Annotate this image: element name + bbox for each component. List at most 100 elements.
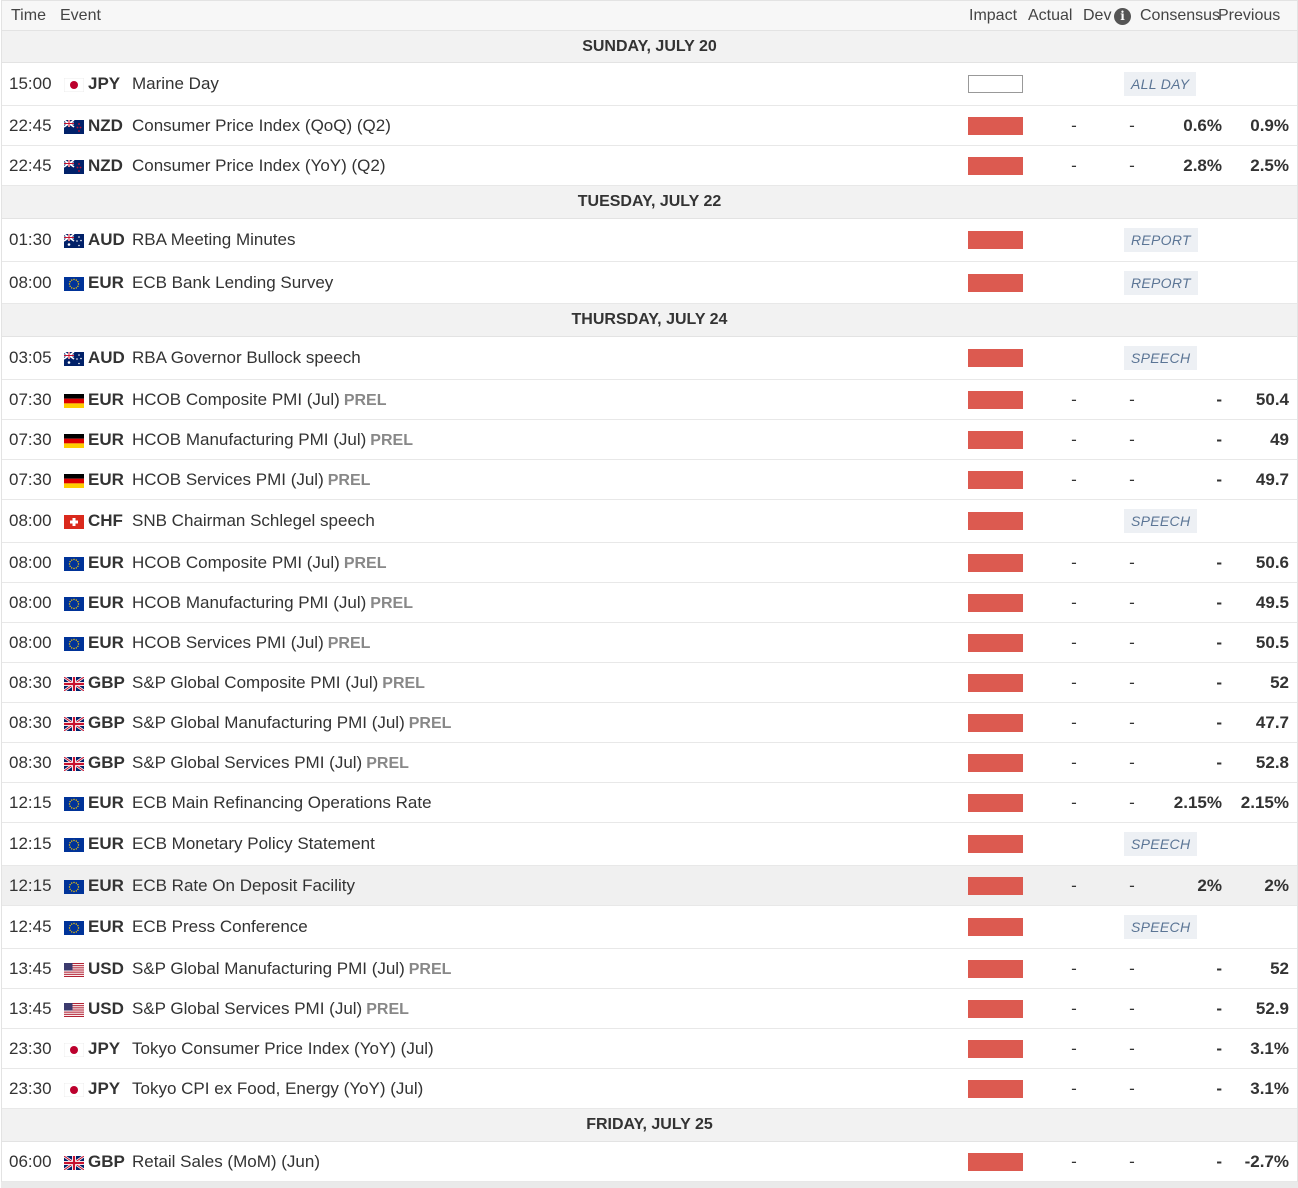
event-name[interactable]: ECB Main Refinancing Operations Rate xyxy=(132,793,432,813)
event-name[interactable]: RBA Meeting Minutes xyxy=(132,230,295,250)
previous-value: 3.1% xyxy=(1250,1038,1289,1058)
event-title[interactable]: RBA Governor Bullock speech xyxy=(132,348,361,367)
event-name[interactable]: Consumer Price Index (YoY) (Q2) xyxy=(132,156,386,176)
deviation-value: - xyxy=(1129,958,1135,978)
event-name[interactable]: SNB Chairman Schlegel speech xyxy=(132,511,375,531)
prel-tag: PREL xyxy=(327,471,371,489)
event-name[interactable]: Tokyo CPI ex Food, Energy (YoY) (Jul) xyxy=(132,1079,423,1099)
header-dev[interactable]: Dev xyxy=(1083,7,1112,24)
table-row[interactable]: 22:45 NZD Consumer Price Index (QoQ) (Q2) -… xyxy=(2,106,1297,146)
event-title[interactable]: S&P Global Manufacturing PMI (Jul) xyxy=(132,958,405,978)
deviation-value: - xyxy=(1129,632,1135,652)
table-row[interactable]: 06:00 GBP Retail Sales (MoM) (Jun) - - - -2.7% xyxy=(2,1142,1297,1182)
event-name[interactable]: S&P Global Composite PMI (Jul) PREL xyxy=(132,673,425,693)
table-row[interactable]: 07:30 EUR HCOB Services PMI (Jul) PREL - - - 49… xyxy=(2,460,1297,500)
gb-flag-icon xyxy=(63,1154,85,1171)
event-time: 15:00 xyxy=(9,74,52,93)
eu-flag-icon xyxy=(64,276,84,291)
table-row[interactable]: 23:30 JPY Tokyo CPI ex Food, Energy (YoY) … xyxy=(2,1069,1297,1109)
event-name[interactable]: ECB Bank Lending Survey xyxy=(132,273,333,293)
impact-indicator xyxy=(968,430,1023,449)
event-title[interactable]: ECB Monetary Policy Statement xyxy=(132,834,375,853)
table-row[interactable]: 12:45 EUR ECB Press Conference SPEECH xyxy=(2,906,1297,949)
event-title[interactable]: Marine Day xyxy=(132,74,219,93)
table-row[interactable]: 01:30 AUD RBA Meeting Minutes REPORT xyxy=(2,219,1297,262)
event-name[interactable]: HCOB Services PMI (Jul) PREL xyxy=(132,633,370,653)
table-row[interactable]: 08:00 EUR HCOB Services PMI (Jul) PREL - - - 50… xyxy=(2,623,1297,663)
event-name[interactable]: HCOB Manufacturing PMI (Jul) PREL xyxy=(132,430,413,450)
table-row[interactable]: 12:15 EUR ECB Rate On Deposit Facility - - 2%… xyxy=(2,866,1297,906)
table-row[interactable]: 12:15 EUR ECB Main Refinancing Operations … xyxy=(2,783,1297,823)
event-name[interactable]: Tokyo Consumer Price Index (YoY) (Jul) xyxy=(132,1039,434,1059)
event-name[interactable]: Marine Day xyxy=(132,74,219,94)
event-type-badge: REPORT xyxy=(1124,228,1198,252)
event-name[interactable]: RBA Governor Bullock speech xyxy=(132,348,361,368)
event-name[interactable]: ECB Monetary Policy Statement xyxy=(132,834,375,854)
event-title[interactable]: Tokyo Consumer Price Index (YoY) (Jul) xyxy=(132,1038,434,1058)
event-name[interactable]: HCOB Manufacturing PMI (Jul) PREL xyxy=(132,593,413,613)
event-name[interactable]: S&P Global Manufacturing PMI (Jul) PREL xyxy=(132,959,451,979)
event-name[interactable]: ECB Press Conference xyxy=(132,917,308,937)
actual-value: - xyxy=(1071,1151,1077,1171)
event-title[interactable]: Consumer Price Index (YoY) (Q2) xyxy=(132,155,386,175)
day-header: SUNDAY, JULY 20 xyxy=(2,31,1297,63)
table-row[interactable]: 13:45 USD S&P Global Manufacturing PMI (Ju… xyxy=(2,949,1297,989)
event-title[interactable]: S&P Global Services PMI (Jul) xyxy=(132,752,363,772)
event-title[interactable]: ECB Rate On Deposit Facility xyxy=(132,875,355,895)
event-title[interactable]: SNB Chairman Schlegel speech xyxy=(132,511,375,530)
event-name[interactable]: ECB Rate On Deposit Facility xyxy=(132,876,355,896)
table-row[interactable]: 08:30 GBP S&P Global Manufacturing PMI (Ju… xyxy=(2,703,1297,743)
table-row[interactable]: 07:30 EUR HCOB Manufacturing PMI (Jul) PREL… xyxy=(2,420,1297,460)
event-title[interactable]: Consumer Price Index (QoQ) (Q2) xyxy=(132,115,391,135)
table-row[interactable]: 08:00 EUR ECB Bank Lending Survey REPORT xyxy=(2,262,1297,304)
event-title[interactable]: HCOB Composite PMI (Jul) xyxy=(132,552,340,572)
event-time: 06:00 xyxy=(9,1151,52,1171)
info-icon[interactable]: i xyxy=(1114,8,1131,25)
header-previous[interactable]: Previous xyxy=(1218,7,1281,24)
event-title[interactable]: ECB Bank Lending Survey xyxy=(132,272,334,292)
event-title[interactable]: Tokyo CPI ex Food, Energy (YoY) (Jul) xyxy=(132,1078,424,1098)
event-title[interactable]: RBA Meeting Minutes xyxy=(132,230,296,249)
table-row[interactable]: 03:05 AUD RBA Governor Bullock speech SPEEC… xyxy=(2,337,1297,380)
event-title[interactable]: S&P Global Services PMI (Jul) xyxy=(132,998,363,1018)
event-name[interactable]: HCOB Services PMI (Jul) PREL xyxy=(132,470,370,490)
event-title[interactable]: HCOB Composite PMI (Jul) xyxy=(132,389,340,409)
event-name[interactable]: S&P Global Services PMI (Jul) PREL xyxy=(132,753,409,773)
event-name[interactable]: Consumer Price Index (QoQ) (Q2) xyxy=(132,116,391,136)
header-time[interactable]: Time xyxy=(11,7,46,24)
header-actual[interactable]: Actual xyxy=(1028,7,1073,24)
event-name[interactable]: S&P Global Manufacturing PMI (Jul) PREL xyxy=(132,713,451,733)
event-title[interactable]: HCOB Manufacturing PMI (Jul) xyxy=(132,429,367,449)
event-name[interactable]: HCOB Composite PMI (Jul) PREL xyxy=(132,553,387,573)
event-title[interactable]: HCOB Services PMI (Jul) xyxy=(132,469,324,489)
event-title[interactable]: S&P Global Manufacturing PMI (Jul) xyxy=(132,712,405,732)
table-row[interactable]: 12:15 EUR ECB Monetary Policy Statement SPE… xyxy=(2,823,1297,866)
prel-tag: PREL xyxy=(408,714,452,732)
table-row[interactable]: 08:00 CHF SNB Chairman Schlegel speech SPEE… xyxy=(2,500,1297,543)
header-impact[interactable]: Impact xyxy=(969,7,1018,24)
event-title[interactable]: S&P Global Composite PMI (Jul) xyxy=(132,672,379,692)
eu-flag-icon xyxy=(64,837,84,852)
table-row[interactable]: 22:45 NZD Consumer Price Index (YoY) (Q2) -… xyxy=(2,146,1297,186)
header-consensus[interactable]: Consensus xyxy=(1140,7,1221,24)
table-row[interactable]: 08:00 EUR HCOB Composite PMI (Jul) PREL - - - 5… xyxy=(2,543,1297,583)
prel-tag: PREL xyxy=(382,674,425,692)
table-row[interactable]: 07:30 EUR HCOB Composite PMI (Jul) PREL - - - 5… xyxy=(2,380,1297,420)
event-name[interactable]: HCOB Composite PMI (Jul) PREL xyxy=(132,390,387,410)
table-row[interactable]: 08:00 EUR HCOB Manufacturing PMI (Jul) PREL… xyxy=(2,583,1297,623)
table-row[interactable]: 23:30 JPY Tokyo Consumer Price Index (YoY)… xyxy=(2,1029,1297,1069)
table-row[interactable]: 13:45 USD S&P Global Services PMI (Jul) PRE… xyxy=(2,989,1297,1029)
event-title[interactable]: HCOB Services PMI (Jul) xyxy=(132,632,324,652)
header-event[interactable]: Event xyxy=(60,7,101,24)
event-title[interactable]: ECB Press Conference xyxy=(132,917,308,936)
ch-flag-icon xyxy=(64,514,84,529)
event-name[interactable]: Retail Sales (MoM) (Jun) xyxy=(132,1152,320,1172)
event-title[interactable]: ECB Main Refinancing Operations Rate xyxy=(132,792,432,812)
gb-flag-icon xyxy=(63,675,85,692)
event-title[interactable]: HCOB Manufacturing PMI (Jul) xyxy=(132,592,367,612)
event-title[interactable]: Retail Sales (MoM) (Jun) xyxy=(132,1151,320,1171)
table-row[interactable]: 08:30 GBP S&P Global Services PMI (Jul) PRE… xyxy=(2,743,1297,783)
event-name[interactable]: S&P Global Services PMI (Jul) PREL xyxy=(132,999,409,1019)
table-row[interactable]: 15:00 JPY Marine Day ALL DAY xyxy=(2,63,1297,106)
table-row[interactable]: 08:30 GBP S&P Global Composite PMI (Jul) PR… xyxy=(2,663,1297,703)
